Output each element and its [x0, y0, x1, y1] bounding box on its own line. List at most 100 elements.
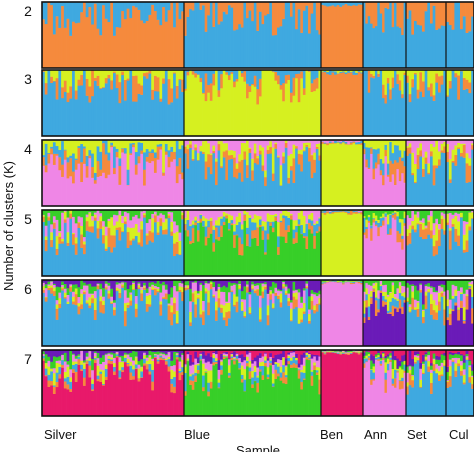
bar-segment [72, 21, 76, 69]
bar-segment [126, 280, 130, 290]
bar-segment [448, 351, 452, 355]
bar-segment [110, 145, 114, 148]
bar-segment [121, 366, 125, 371]
bar-segment [305, 2, 309, 6]
bar-segment [344, 72, 348, 75]
bar-segment [102, 87, 106, 137]
bar-segment [178, 361, 182, 369]
bar-segment [313, 280, 317, 293]
bar-segment [279, 289, 283, 292]
bar-segment [349, 351, 353, 353]
bar-segment [227, 214, 231, 224]
bar-segment [50, 285, 54, 288]
bar-segment [102, 143, 106, 173]
bar-segment [292, 182, 296, 207]
bar-segment [209, 289, 213, 347]
bar-segment [80, 304, 84, 310]
bar-segment [462, 144, 466, 158]
bar-segment [50, 82, 54, 137]
bar-segment [342, 282, 345, 284]
bar-segment [217, 387, 221, 389]
bar-segment [164, 350, 168, 355]
bar-segment [227, 210, 231, 215]
bar-segment [156, 292, 160, 347]
bar-segment [269, 362, 273, 366]
population-label: Cul [449, 427, 469, 442]
bar-segment [454, 363, 458, 371]
bar-segment [240, 361, 244, 366]
bar-segment [238, 354, 242, 359]
bar-segment [396, 168, 400, 207]
bar-segment [295, 242, 299, 277]
bar-segment [110, 80, 114, 90]
bar-segment [233, 304, 237, 307]
bar-segment [151, 369, 155, 382]
bar-segment [104, 70, 108, 79]
bar-segment [134, 357, 138, 365]
bar-segment [365, 282, 369, 289]
bar-segment [435, 359, 439, 365]
bar-segment [42, 210, 46, 215]
bar-segment [253, 361, 257, 366]
bar-segment [61, 243, 65, 277]
bar-segment [178, 370, 182, 373]
bar-segment [170, 365, 174, 370]
bar-segment [58, 140, 62, 151]
bar-segment [411, 34, 415, 69]
bar-segment [295, 145, 299, 147]
bar-segment [235, 216, 239, 226]
bar-segment [52, 222, 56, 229]
bar-segment [269, 146, 273, 154]
bar-segment [47, 163, 51, 207]
bar-segment [264, 140, 268, 171]
bar-segment [398, 380, 402, 390]
bar-segment [251, 363, 255, 371]
bar-segment [344, 3, 348, 69]
bar-segment [178, 140, 182, 150]
bar-segment [435, 319, 439, 347]
bar-segment [261, 23, 265, 69]
bar-segment [352, 282, 356, 284]
bar-segment [74, 361, 78, 364]
bar-segment [99, 371, 103, 374]
bar-segment [217, 298, 221, 308]
bar-segment [137, 142, 141, 157]
bar-segment [148, 2, 152, 15]
bar-segment [202, 284, 206, 301]
bar-segment [287, 360, 291, 365]
bar-segment [352, 141, 356, 144]
bar-segment [292, 352, 296, 357]
bar-segment [344, 280, 348, 282]
bar-segment [47, 210, 51, 213]
bar-segment [391, 285, 395, 299]
bar-segment [151, 99, 155, 137]
bar-segment [184, 372, 187, 392]
bar-segment [355, 352, 359, 354]
bar-segment [384, 304, 388, 347]
bar-segment [69, 285, 73, 288]
bar-segment [471, 370, 474, 376]
bar-segment [295, 289, 299, 291]
bar-segment [401, 157, 404, 162]
bar-segment [471, 308, 474, 324]
bar-segment [326, 2, 330, 7]
bar-segment [137, 2, 141, 10]
bar-segment [363, 70, 366, 137]
bar-segment [243, 379, 247, 392]
bar-segment [389, 140, 393, 143]
bar-segment [115, 221, 119, 228]
bar-segment [386, 234, 390, 277]
bar-segment [93, 217, 97, 221]
bar-segment [85, 230, 89, 277]
bar-segment [424, 227, 428, 229]
bar-segment [222, 305, 226, 318]
bar-segment [295, 2, 299, 30]
bar-segment [44, 376, 48, 417]
bar-segment [414, 181, 418, 184]
bar-segment [396, 230, 400, 243]
bar-segment [282, 101, 286, 137]
bar-segment [191, 224, 195, 229]
bar-segment [360, 144, 364, 207]
bar-segment [326, 350, 330, 352]
bar-segment [207, 391, 211, 397]
